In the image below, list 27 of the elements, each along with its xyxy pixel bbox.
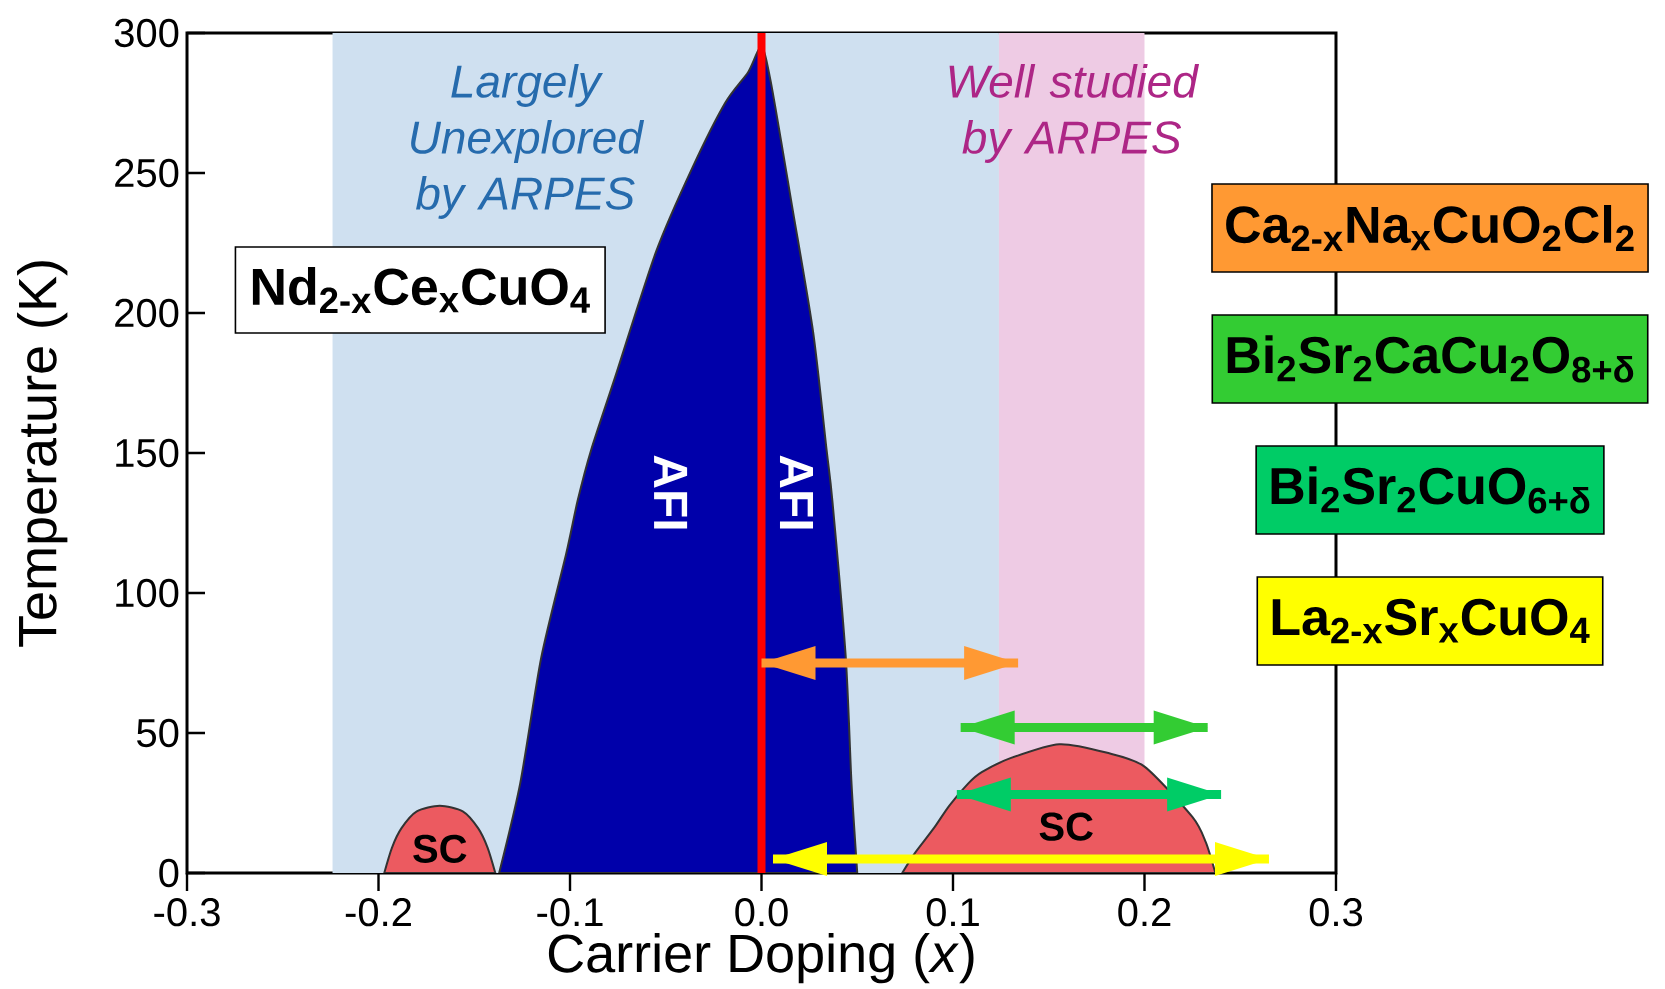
- x-tick-label: -0.2: [345, 898, 411, 927]
- annotation: AFI: [654, 455, 688, 529]
- x-tick-label: 0.0: [735, 898, 788, 927]
- band-label: Largely Unexplored by ARPES: [411, 64, 645, 219]
- text: La$_{2-x}$Sr$_{x}$CuO$_{4}$: [1272, 598, 1590, 644]
- annotation: SC: [413, 834, 467, 863]
- annotation: Nd$_{2-x}$Ce$_{x}$CuO$_{4}$: [252, 267, 590, 313]
- text: Bi$_{2}$Sr$_{2}$CaCu$_{2}$O$_{8+δ}$: [1227, 335, 1634, 383]
- x-tick-label: -0.3: [154, 898, 220, 927]
- x-tick-label: 0.2: [1118, 898, 1171, 927]
- y-axis-title: Temperature (K): [17, 261, 68, 647]
- x-tick-label: -0.1: [537, 898, 603, 927]
- band-label: Well studied by ARPES: [949, 64, 1200, 163]
- y-tick-label: 100: [116, 578, 179, 608]
- text: Bi$_{2}$Sr$_{2}$CuO$_{6+δ}$: [1271, 466, 1590, 514]
- x-tick-label: 0.1: [926, 898, 979, 927]
- x-axis-title: Carrier Doping (x): [548, 932, 974, 984]
- annotation: AFI: [779, 455, 814, 529]
- y-tick-label: 150: [116, 438, 179, 468]
- y-tick-label: 0: [159, 858, 179, 888]
- y-tick-label: 250: [115, 158, 179, 188]
- text: Ca$_{2-x}$Na$_{x}$CuO$_{2}$Cl$_{2}$: [1226, 205, 1634, 251]
- y-tick-label: 50: [137, 718, 179, 748]
- y-tick-label: 200: [115, 298, 179, 328]
- annotation: SC: [1039, 812, 1093, 841]
- y-tick-label: 300: [114, 18, 179, 48]
- x-tick-label: 0.3: [1309, 898, 1363, 927]
